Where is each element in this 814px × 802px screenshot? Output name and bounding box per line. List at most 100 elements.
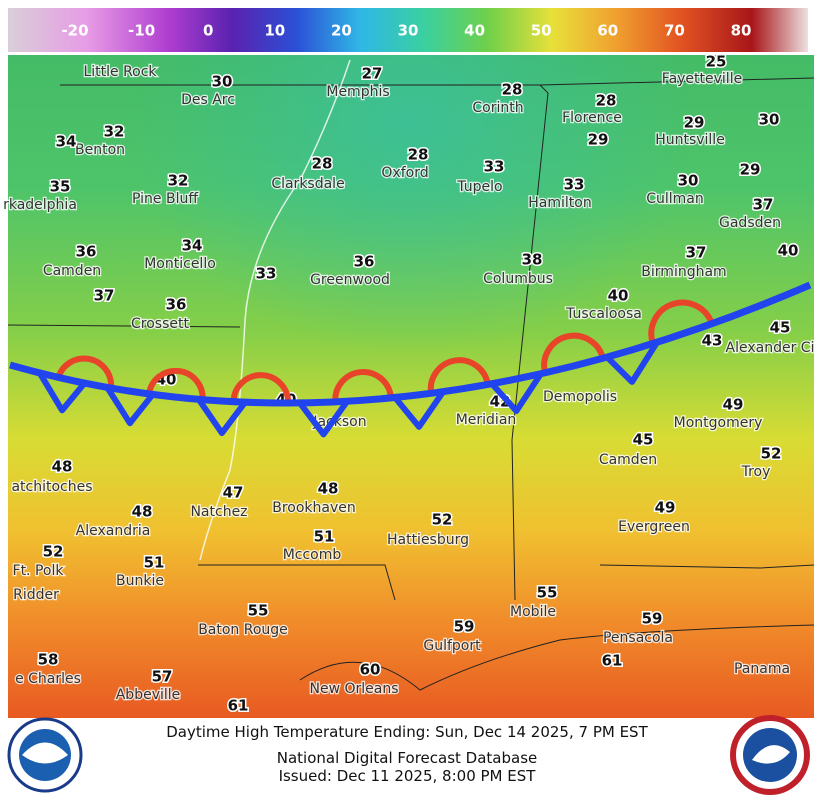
- place-name: Hattiesburg: [387, 532, 469, 548]
- colorbar: [8, 8, 808, 52]
- front-triangle: [489, 372, 544, 414]
- place-name: Memphis: [326, 84, 389, 100]
- place-name: Pine Bluff: [132, 191, 198, 207]
- place-name: Panama: [734, 661, 790, 677]
- place-name: rkadelphia: [3, 197, 77, 213]
- front-triangle: [297, 399, 350, 438]
- place-name: Evergreen: [618, 519, 690, 535]
- temperature: 34: [182, 237, 203, 255]
- temperature: 36: [354, 253, 375, 271]
- footer-bg: [0, 718, 814, 802]
- colorbar-label: 10: [264, 22, 285, 40]
- temperature: 57: [152, 668, 173, 686]
- temperature: 37: [94, 287, 115, 305]
- temperature: 43: [702, 332, 723, 350]
- place-name: Brookhaven: [272, 500, 356, 516]
- place-name: Meridian: [456, 412, 517, 428]
- place-name: Alexander Ci: [726, 340, 814, 356]
- colorbar-label: 60: [597, 22, 618, 40]
- temperature: 51: [144, 554, 165, 572]
- place-name: Des Arc: [181, 92, 235, 108]
- warm-front: [9, 281, 812, 438]
- temperature: 59: [642, 610, 663, 628]
- front-half-circle: [55, 355, 115, 389]
- temperature: 30: [759, 111, 780, 129]
- place-name: Ridder: [13, 587, 59, 603]
- place-name: Mobile: [510, 604, 556, 620]
- temperature: 32: [168, 172, 189, 190]
- place-name: Gadsden: [719, 215, 781, 231]
- place-name: Tupelo: [456, 179, 502, 195]
- place-name: Greenwood: [310, 272, 390, 288]
- temperature: 40: [608, 287, 629, 305]
- colorbar-label: 70: [664, 22, 685, 40]
- place-name: Jackson: [312, 414, 366, 430]
- temperature: 34: [56, 133, 77, 151]
- place-name: Fayetteville: [662, 71, 742, 87]
- temperature: 59: [454, 618, 475, 636]
- temperature: 45: [633, 431, 654, 449]
- place-name: Cullman: [646, 191, 704, 207]
- temperature: 48: [318, 480, 339, 498]
- temperature: 28: [408, 146, 429, 164]
- place-name: Camden: [43, 263, 101, 279]
- colorbar-label: -10: [128, 22, 155, 40]
- temperature: 49: [723, 396, 744, 414]
- temperature: 47: [223, 484, 244, 502]
- footer-issued: Issued: Dec 11 2025, 8:00 PM EST: [279, 767, 537, 785]
- temperature: 45: [770, 319, 791, 337]
- temperature: 29: [740, 161, 761, 179]
- temperature: 36: [166, 296, 187, 314]
- borders: [7, 77, 814, 691]
- colorbar-label: 50: [531, 22, 552, 40]
- noaa-logo: [7, 717, 83, 793]
- front-triangle: [37, 371, 87, 414]
- front-triangle: [604, 340, 660, 385]
- front-triangle: [104, 385, 156, 427]
- logo-cloud: [752, 745, 790, 764]
- temperature: 30: [212, 73, 233, 91]
- place-name: Little Rock: [83, 64, 157, 80]
- temperature: 33: [564, 176, 585, 194]
- colorbar-label: 40: [464, 22, 485, 40]
- front-half-circle: [541, 332, 606, 374]
- place-name: Corinth: [472, 100, 523, 116]
- logo-bird: [22, 742, 68, 764]
- temperature: 52: [432, 511, 453, 529]
- front-triangle: [196, 397, 248, 437]
- place-name: Birmingham: [641, 264, 726, 280]
- place-name: Huntsville: [655, 132, 725, 148]
- temperature: 36: [76, 243, 97, 261]
- temperature: 58: [38, 651, 59, 669]
- temperature: 38: [522, 251, 543, 269]
- front-half-circle: [230, 372, 292, 404]
- temperature: 61: [228, 697, 249, 715]
- place-name: Demopolis: [543, 389, 617, 405]
- temperature: 37: [753, 196, 774, 214]
- front-half-circle: [332, 369, 394, 403]
- temperature: 37: [686, 244, 707, 262]
- temperature: 33: [256, 265, 277, 283]
- colorbar-label: 30: [398, 22, 419, 40]
- temperature: 55: [537, 584, 558, 602]
- temperature: 32: [104, 123, 125, 141]
- colorbar-label: 20: [331, 22, 352, 40]
- front-half-circle: [648, 299, 715, 345]
- place-name: Alexandria: [76, 523, 151, 539]
- temperature: 28: [596, 92, 617, 110]
- front-half-circle: [427, 357, 491, 394]
- place-name: Gulfport: [423, 638, 481, 654]
- place-name: Clarksdale: [271, 176, 344, 192]
- place-name: Oxford: [381, 165, 428, 181]
- place-name: Camden: [599, 452, 657, 468]
- place-name: Natchez: [190, 504, 247, 520]
- state-border: [511, 84, 549, 601]
- place-name: Bunkie: [116, 573, 164, 589]
- temperature: 27: [362, 65, 383, 83]
- temperature: 55: [248, 602, 269, 620]
- temperature: 60: [360, 661, 381, 679]
- temperature: 51: [314, 528, 335, 546]
- place-name: New Orleans: [309, 681, 398, 697]
- temperature: 35: [50, 178, 71, 196]
